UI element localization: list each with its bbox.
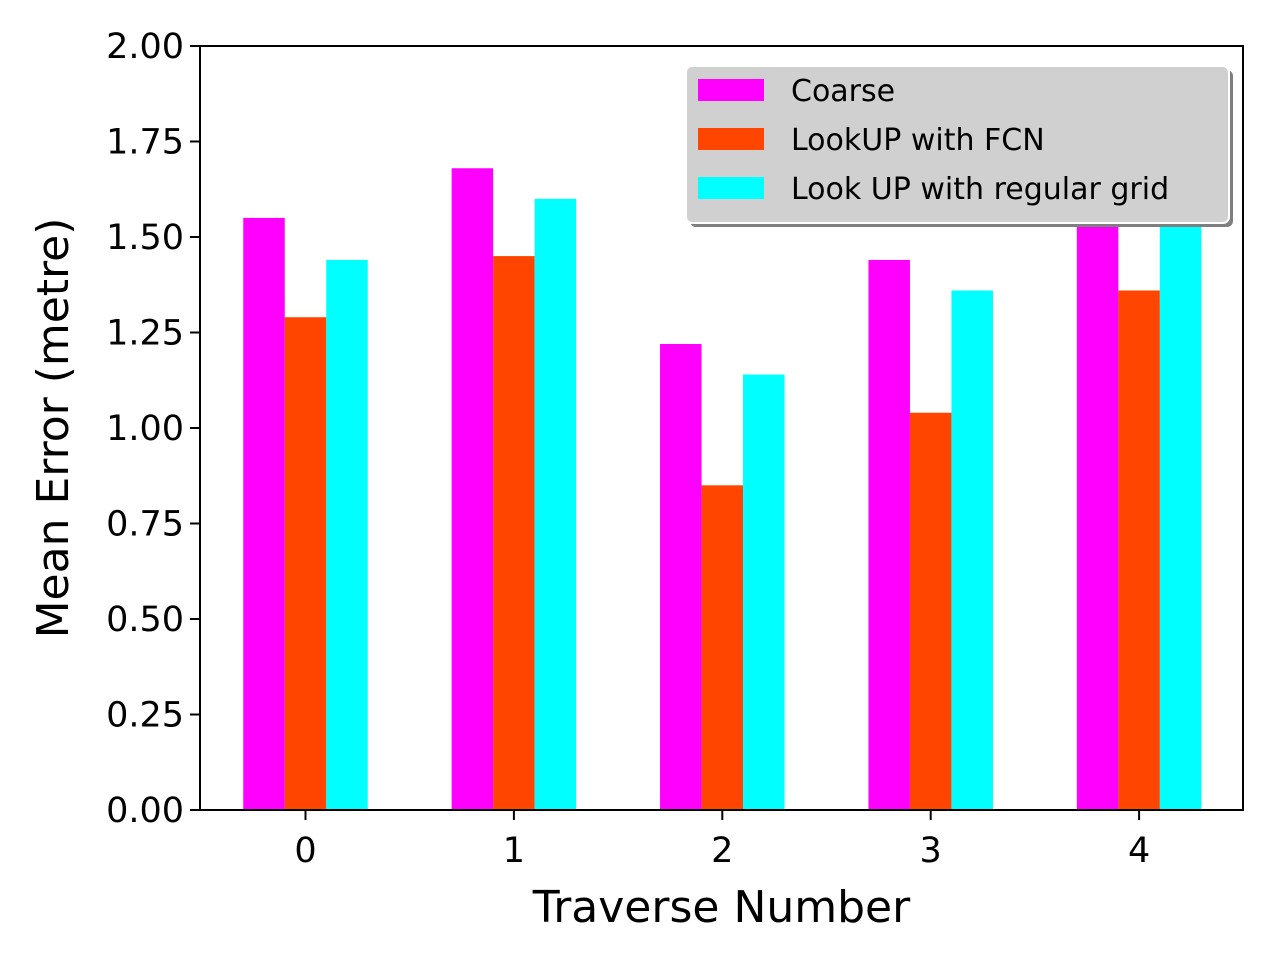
bar xyxy=(284,317,327,810)
y-tick-label: 2.00 xyxy=(106,27,184,67)
plot-area-frame xyxy=(199,45,1244,811)
bar xyxy=(1076,194,1119,811)
y-tick-label: 0.75 xyxy=(106,505,184,545)
x-axis-title: Traverse Number xyxy=(532,882,911,933)
y-tick-label: 0.00 xyxy=(106,791,184,831)
bar xyxy=(951,290,993,811)
y-tick-label: 0.25 xyxy=(106,696,184,736)
bar xyxy=(451,168,494,811)
bar xyxy=(243,217,285,810)
x-axis-ticks: 0 1 2 3 4 xyxy=(294,810,1150,871)
y-axis-ticks: 0.00 0.25 0.50 0.75 1.00 1.25 1.50 1.75 2.00 xyxy=(106,27,200,831)
legend-label: LookUP with FCN xyxy=(791,123,1045,158)
y-tick-label: 1.50 xyxy=(106,218,184,258)
x-tick-label: 1 xyxy=(503,831,525,871)
bars-layer xyxy=(243,168,1202,811)
y-tick-label: 1.75 xyxy=(106,123,184,163)
bar xyxy=(1118,290,1160,811)
legend-box xyxy=(685,65,1230,224)
bar xyxy=(909,412,952,810)
bar xyxy=(868,259,910,810)
legend-label: Coarse xyxy=(791,74,895,109)
legend-swatch xyxy=(698,177,764,199)
legend-label: Look UP with regular grid xyxy=(791,172,1169,207)
bar xyxy=(701,485,744,810)
x-tick-label: 4 xyxy=(1128,831,1150,871)
bar xyxy=(493,256,535,811)
x-tick-label: 3 xyxy=(920,831,942,871)
bar xyxy=(326,259,368,810)
y-tick-label: 1.25 xyxy=(106,314,184,354)
y-tick-label: 1.00 xyxy=(106,409,184,449)
legend-swatch xyxy=(698,128,764,150)
x-tick-label: 2 xyxy=(711,831,733,871)
y-axis-title: Mean Error (metre) xyxy=(28,218,79,639)
legend-swatch xyxy=(698,79,764,101)
legend: Coarse LookUP with FCN Look UP with regula… xyxy=(685,65,1233,227)
bar xyxy=(660,343,702,810)
y-tick-label: 0.50 xyxy=(106,600,184,640)
bar xyxy=(1159,206,1202,810)
bar xyxy=(534,198,577,811)
x-tick-label: 0 xyxy=(294,831,316,871)
bar xyxy=(743,374,785,810)
